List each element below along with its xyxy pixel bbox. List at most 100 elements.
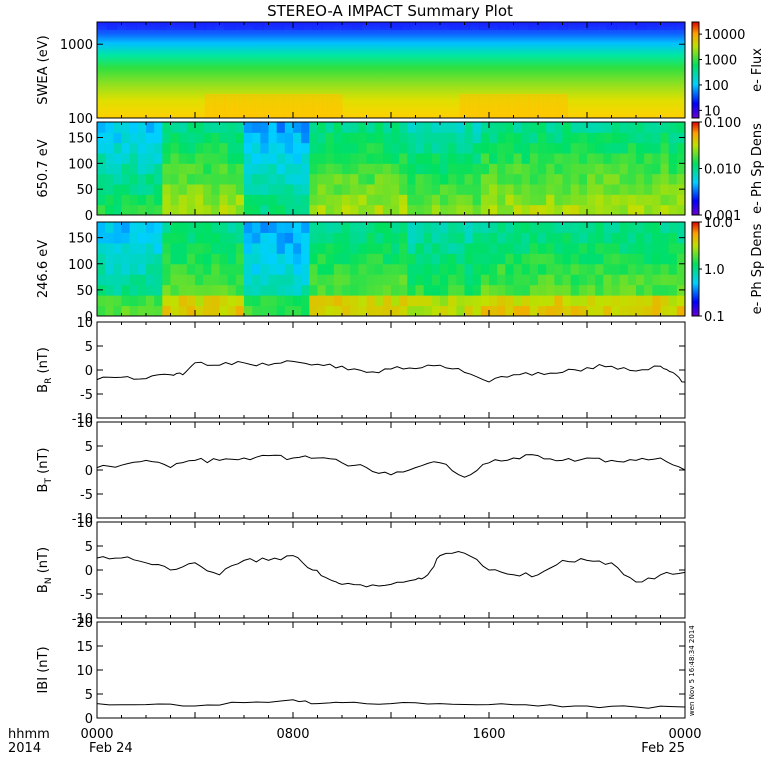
pad-cell	[480, 173, 490, 185]
pad-cell	[407, 222, 416, 233]
pad-cell	[293, 253, 302, 265]
pad-cell	[186, 274, 196, 286]
pad-cell	[521, 305, 531, 317]
pad-cell	[603, 153, 612, 164]
pad-cell	[301, 173, 310, 185]
pad-cell	[374, 204, 384, 216]
pad-cell	[619, 253, 629, 265]
pad-cell	[415, 242, 425, 254]
pad-cell	[407, 163, 416, 175]
pad-cell	[676, 263, 686, 275]
pad-cell	[301, 295, 310, 307]
pad-cell	[440, 184, 449, 195]
pad-cell	[97, 242, 106, 254]
pad-cell	[652, 194, 661, 206]
pad-cell	[464, 263, 474, 275]
swea-cell	[655, 22, 666, 30]
pad-cell	[472, 122, 482, 133]
pad-cell	[554, 263, 563, 275]
pad-cell	[203, 194, 212, 206]
pad-cell	[391, 284, 400, 296]
pad-cell	[105, 232, 114, 244]
pad-cell	[366, 232, 376, 244]
swea-cell	[322, 94, 333, 118]
pad-cell	[342, 253, 351, 265]
pad-cell	[211, 232, 220, 244]
pad-cell	[391, 132, 400, 144]
pad-cell	[652, 253, 661, 265]
pad-cell	[513, 242, 523, 254]
pad-cell	[391, 184, 400, 195]
pad-cell	[260, 153, 269, 164]
pad-cell	[497, 242, 506, 254]
pad-cell	[235, 263, 245, 275]
pad-cell	[456, 305, 465, 317]
panel-frame	[96, 321, 686, 419]
pad-cell	[350, 263, 359, 275]
pad-cell	[423, 142, 433, 154]
pad-cell	[627, 163, 637, 175]
pad-cell	[129, 295, 139, 307]
pad-cell	[505, 242, 514, 254]
pad-cell	[268, 232, 278, 244]
pad-cell	[668, 122, 678, 133]
pad-cell	[464, 274, 474, 286]
pad-cell	[529, 263, 539, 275]
pad-cell	[627, 305, 637, 317]
pad-cell	[415, 173, 425, 185]
y-axis-label: BT (nT)	[36, 448, 54, 493]
pad-cell	[293, 173, 302, 185]
pad-cell	[415, 122, 425, 133]
date-label-start: Feb 24	[89, 741, 133, 756]
pad-cell	[578, 263, 588, 275]
pad-cell	[619, 232, 629, 244]
pad-cell	[423, 284, 433, 296]
pad-cell	[309, 184, 318, 195]
pad-cell	[178, 163, 188, 175]
pad-cell	[195, 232, 204, 244]
pad-cell	[244, 253, 253, 265]
pad-cell	[121, 184, 131, 195]
pad-cell	[554, 122, 563, 133]
pad-cell	[668, 222, 678, 233]
pad-cell	[317, 122, 327, 133]
pad-cell	[554, 305, 563, 317]
pad-cell	[219, 163, 229, 175]
pad-cell	[162, 142, 171, 154]
pad-cell	[480, 284, 490, 296]
pad-cell	[456, 295, 465, 307]
pad-cell	[644, 242, 653, 254]
pad-cell	[440, 122, 449, 133]
y-tick-label: -5	[80, 488, 93, 503]
pad-cell	[423, 163, 433, 175]
pad-cell	[309, 204, 318, 216]
pad-cell	[195, 253, 204, 265]
series-line-bt	[96, 454, 686, 478]
swea-cell	[557, 94, 568, 118]
pad-cell	[113, 295, 122, 307]
pad-cell	[440, 263, 449, 275]
pad-cell	[668, 194, 678, 206]
pad-cell	[235, 284, 245, 296]
pad-cell	[137, 295, 147, 307]
pad-cell	[513, 305, 523, 317]
pad-cell	[668, 184, 678, 195]
panel-frame	[96, 521, 686, 619]
pad-cell	[374, 184, 384, 195]
pad-cell	[178, 305, 188, 317]
pad-cell	[448, 305, 457, 317]
pad-cell	[431, 184, 441, 195]
pad-cell	[333, 295, 343, 307]
pad-cell	[293, 263, 302, 275]
pad-cell	[227, 305, 237, 317]
pad-cell	[252, 122, 261, 133]
pad-cell	[619, 163, 629, 175]
pad-cell	[244, 142, 253, 154]
pad-cell	[587, 163, 596, 175]
pad-cell	[464, 232, 474, 244]
y-tick-label: -10	[72, 612, 93, 627]
pad-cell	[121, 142, 131, 154]
pad-cell	[333, 284, 343, 296]
pad-cell	[350, 153, 359, 164]
pad-cell	[162, 122, 171, 133]
